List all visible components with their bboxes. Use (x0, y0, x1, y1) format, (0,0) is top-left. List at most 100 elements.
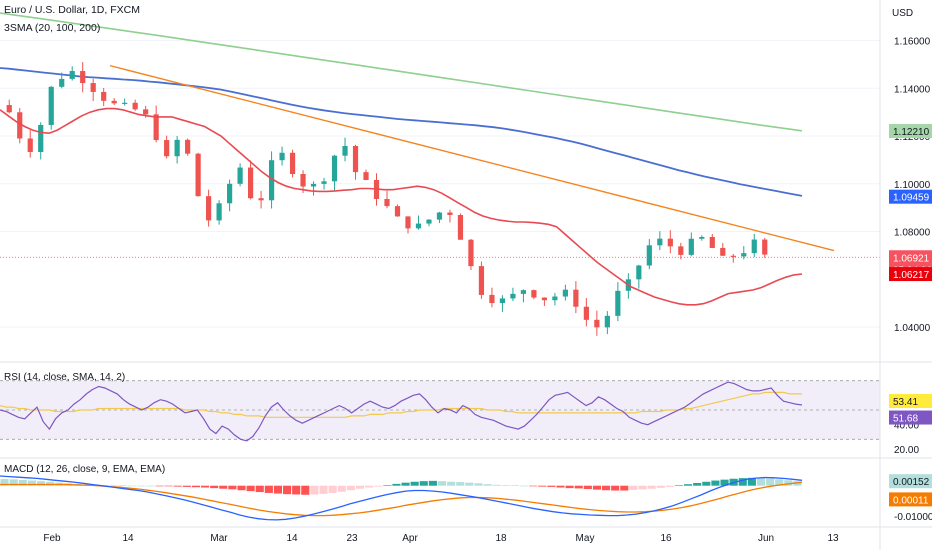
macd-tick-label: -0.01000 (894, 512, 932, 523)
macd-hist-bar (383, 485, 392, 486)
candle-up (604, 315, 610, 328)
macd-hist-bar (292, 485, 301, 495)
candle-up (331, 155, 338, 182)
sma100-line-group (0, 67, 803, 197)
macd-hist-bar (346, 485, 355, 491)
candle-down (531, 290, 537, 298)
sma20-badge (889, 267, 932, 282)
macd-hist-bar (392, 483, 401, 486)
symbol-title: Euro / U.S. Dollar, 1D, FXCM (4, 4, 140, 16)
candle-up (38, 124, 44, 152)
macd-hist-bar (128, 485, 137, 487)
candle-up (699, 236, 705, 239)
macd-hist-bar (547, 485, 556, 487)
rsi-ma-badge-text: 53.41 (893, 397, 918, 408)
candle-up (751, 239, 757, 254)
price-tick-label: 1.08000 (894, 228, 931, 239)
macd-hist-bar (538, 485, 547, 487)
candle-up (657, 238, 663, 246)
candle-down (185, 139, 191, 154)
candle-up (122, 102, 128, 104)
macd-hist-bar (756, 477, 766, 486)
time-tick-label: 13 (827, 533, 839, 544)
candle-up (436, 212, 443, 220)
candle-down (468, 239, 474, 267)
macd-hist-bar (237, 485, 246, 491)
rsi-title[interactable]: RSI (14, close, SMA, 14, 2) (4, 372, 126, 383)
price-tick-label: 1.04000 (894, 323, 931, 334)
candle-down (6, 105, 12, 113)
candle-down (573, 289, 579, 307)
macd-hist-bar (137, 485, 146, 487)
price-tick-label: 1.14000 (894, 84, 931, 95)
time-tick-label: 18 (495, 533, 507, 544)
macd-hist-bar (592, 485, 601, 490)
candle-up (499, 298, 506, 304)
macd-hist-bar (246, 485, 255, 492)
sma20-badge-text: 1.06217 (893, 270, 930, 281)
main-grid (0, 40, 880, 328)
price-tick-label: 1.16000 (894, 37, 931, 48)
candle-up (59, 78, 65, 87)
time-tick-label: Jun (758, 533, 774, 544)
macd-hist-bar (355, 485, 365, 489)
macd-hist-bar (693, 482, 702, 486)
candle-up (636, 265, 642, 280)
time-axis: Feb 14 Mar 14 23 Apr 18 May 16 Jun 13 (43, 533, 839, 544)
macd-hist-bar (583, 485, 592, 490)
macd-hist-bar (210, 485, 219, 489)
candle-up (237, 167, 243, 184)
macd-hist-bar (501, 485, 510, 486)
macd-hist-bar (283, 485, 292, 495)
macd-hist-bar (100, 485, 109, 486)
candle-up (69, 71, 75, 79)
macd-hist-bar (483, 484, 492, 486)
candle-up (562, 289, 568, 297)
sma100-line (0, 67, 803, 197)
macd-hist-bar (556, 485, 565, 488)
rsi-line (0, 381, 803, 442)
sma20-line (0, 107, 803, 306)
macd-hist-bar (474, 483, 483, 486)
candle-down (720, 247, 726, 256)
macd-title[interactable]: MACD (12, 26, close, 9, EMA, EMA) (4, 464, 166, 475)
candle-down (132, 102, 138, 110)
sma200-line (0, 12, 803, 132)
macd-hist-bar (738, 478, 747, 486)
candle-up (342, 146, 348, 156)
candle-down (541, 297, 547, 301)
sma200-badge (889, 124, 932, 139)
macd-hist-bar (419, 481, 428, 486)
candle-down (667, 238, 673, 247)
macd-hist-bar (629, 485, 638, 490)
candle-down (101, 91, 107, 101)
candle-down (352, 146, 359, 173)
macd-hist-bar (46, 481, 55, 486)
rsi-ma-badge (889, 393, 932, 408)
macd-hist-bar (0, 479, 9, 486)
overlay-title[interactable]: 3SMA (20, 100, 200) (4, 22, 101, 34)
macd-hist-bar (510, 485, 519, 486)
time-tick-label: 14 (286, 533, 298, 544)
candle-up (227, 183, 233, 204)
macd-hist-bar (565, 485, 574, 489)
macd-hist-bar (529, 485, 538, 487)
macd-hist-bar (264, 485, 273, 493)
candle-down (447, 212, 453, 215)
candle-up (510, 293, 516, 299)
candle-down (27, 138, 33, 152)
macd-hist-bar (428, 480, 437, 486)
macd-hist-bar (401, 482, 410, 486)
macd-hist-bar (36, 481, 46, 486)
candle-up (646, 245, 652, 266)
trendline-group (109, 64, 835, 252)
sma200-line-group (0, 12, 803, 132)
candle-down (730, 255, 736, 257)
candle-up (415, 223, 422, 229)
price-axis: 1.160001.140001.120001.100001.080001.040… (889, 37, 932, 523)
macd-hist-bar (9, 479, 18, 486)
candle-up (279, 152, 285, 161)
candle-up (520, 290, 527, 294)
